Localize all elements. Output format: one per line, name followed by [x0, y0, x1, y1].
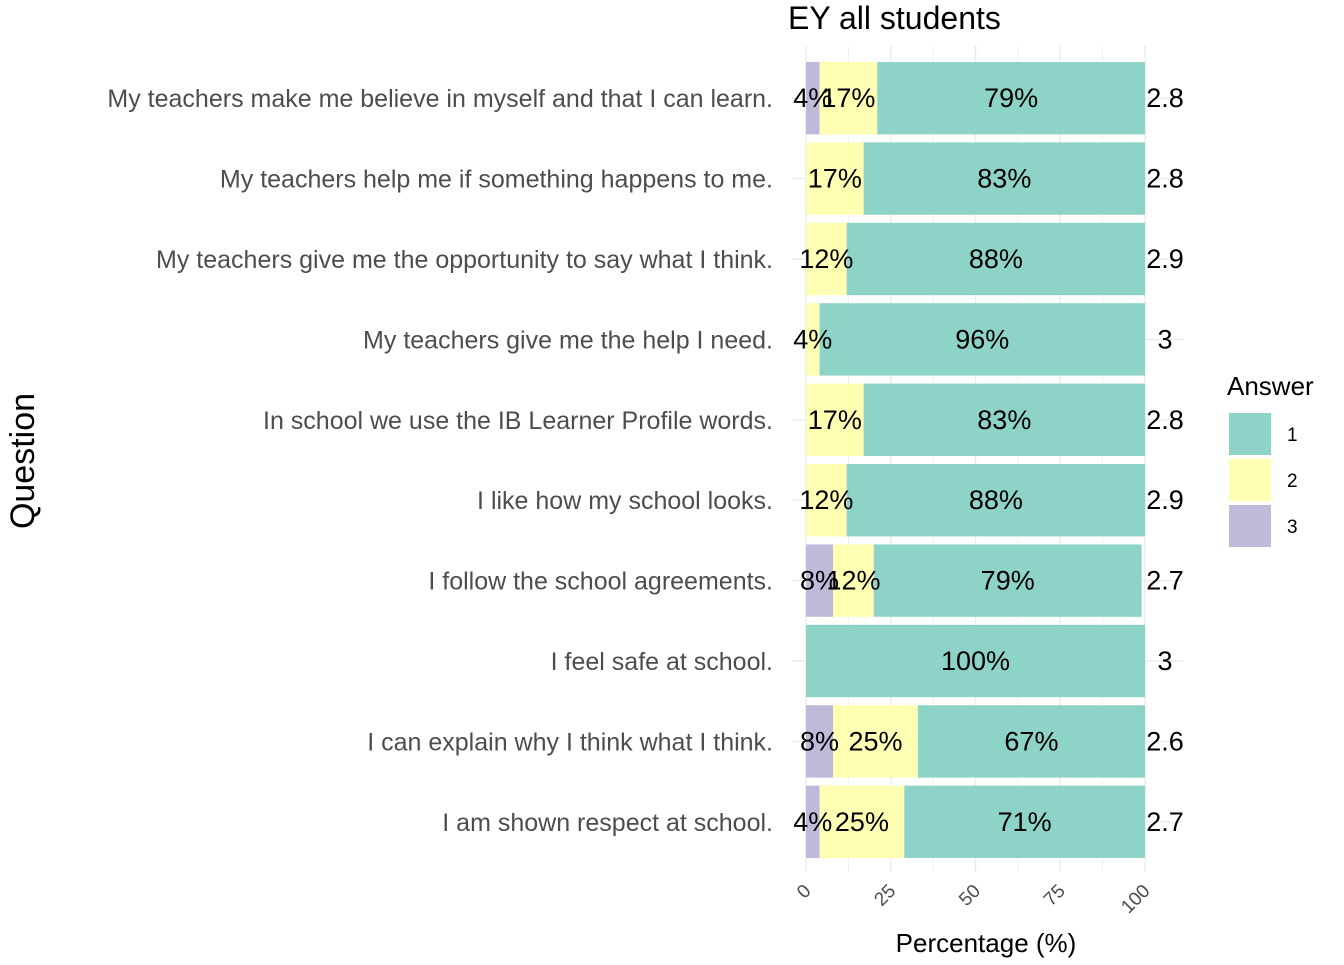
x-axis-title: Percentage (%) — [896, 928, 1077, 958]
legend-swatch-1 — [1229, 413, 1271, 455]
question-label-7: I follow the school agreements. — [428, 568, 773, 596]
bar-segment-answer-3 — [806, 62, 820, 135]
bar-segment-answer-2 — [833, 544, 874, 617]
bar-segment-answer-1 — [917, 705, 1145, 778]
legend: Answer 1 2 3 — [1227, 371, 1314, 547]
chart-title: EY all students — [788, 0, 1001, 36]
bar-segment-answer-2 — [806, 142, 864, 215]
segment-labels: 4%17% 79%17% 83%12% 88%4% 96%17% 83%12% 88%8%1… — [793, 83, 1058, 837]
legend-title: Answer — [1227, 371, 1314, 401]
legend-label-2: 2 — [1287, 471, 1298, 492]
question-label-3: My teachers give me the opportunity to s… — [156, 246, 773, 274]
mean-score-label: 2.7 — [1146, 807, 1184, 837]
segment-value-label: 67% — [1004, 726, 1058, 756]
segment-value-label: 4% — [793, 83, 832, 113]
mean-labels: 2.8 2.8 2.9 3 2.8 2.9 2.7 3 2.6 2.7 — [1146, 83, 1184, 837]
segment-value-label: 88% — [969, 485, 1023, 515]
bars — [806, 62, 1145, 858]
legend-swatch-2 — [1229, 459, 1271, 501]
bar-segment-answer-1 — [846, 464, 1145, 537]
bar-segment-answer-2 — [806, 464, 847, 537]
question-label-5: In school we use the IB Learner Profile … — [263, 407, 773, 435]
question-label-4: My teachers give me the help I need. — [363, 326, 773, 354]
segment-value-label: 83% — [977, 405, 1031, 435]
question-label-2: My teachers help me if something happens… — [220, 166, 773, 194]
legend-items: 1 2 3 — [1229, 413, 1298, 547]
bar-segment-answer-1 — [846, 222, 1145, 296]
mean-score-label: 2.9 — [1146, 485, 1184, 515]
category-labels: My teachers make me believe in myself an… — [107, 85, 773, 837]
legend-label-1: 1 — [1287, 425, 1298, 446]
question-label-1: My teachers make me believe in myself an… — [107, 85, 773, 113]
segment-value-label: 100% — [941, 646, 1010, 676]
x-tick-label: 100 — [1117, 881, 1154, 918]
segment-value-label: 17% — [808, 164, 862, 194]
x-tick-label: 25 — [870, 881, 900, 911]
bar-segment-answer-3 — [806, 705, 834, 778]
bar-segment-answer-2 — [833, 705, 918, 778]
bar-segment-answer-1 — [904, 785, 1145, 858]
bar-segment-answer-2 — [806, 222, 847, 296]
x-tick-label: 75 — [1040, 881, 1070, 911]
segment-value-label: 4% — [793, 807, 832, 837]
bar-segment-answer-1 — [873, 544, 1142, 617]
bar-segment-answer-2 — [819, 62, 878, 135]
segment-value-label: 96% — [955, 324, 1009, 354]
question-label-10: I am shown respect at school. — [442, 809, 773, 837]
segment-value-label: 71% — [998, 807, 1052, 837]
legend-label-3: 3 — [1287, 517, 1298, 538]
x-tick-label: 0 — [793, 881, 815, 903]
mean-score-label: 2.8 — [1146, 405, 1184, 435]
segment-value-label: 8% — [800, 726, 839, 756]
bar-segment-answer-2 — [819, 785, 905, 858]
segment-value-label: 83% — [977, 164, 1031, 194]
segment-value-label: 17% — [821, 83, 875, 113]
segment-value-label: 79% — [984, 83, 1038, 113]
question-label-9: I can explain why I think what I think. — [367, 728, 773, 756]
segment-value-label: 12% — [826, 566, 880, 596]
mean-score-label: 2.7 — [1146, 566, 1184, 596]
bar-segment-answer-1 — [863, 142, 1145, 215]
x-tick-label: 50 — [955, 881, 985, 911]
bar-segment-answer-2 — [806, 303, 820, 376]
segment-value-label: 12% — [799, 244, 853, 274]
segment-value-label: 17% — [808, 405, 862, 435]
segment-value-label: 25% — [848, 726, 902, 756]
mean-score-label: 3 — [1157, 646, 1172, 676]
bar-segment-answer-3 — [806, 544, 834, 617]
mean-score-label: 2.6 — [1146, 726, 1184, 756]
segment-value-label: 25% — [835, 807, 889, 837]
bar-segment-answer-3 — [806, 785, 820, 858]
mean-score-label: 2.8 — [1146, 83, 1184, 113]
segment-value-label: 8% — [800, 566, 839, 596]
mean-score-label: 2.8 — [1146, 164, 1184, 194]
legend-swatch-3 — [1229, 505, 1271, 547]
x-tick-labels: 0 25 50 75 100 — [793, 881, 1154, 918]
bar-segment-answer-1 — [863, 383, 1145, 456]
bar-segment-answer-1 — [877, 62, 1145, 135]
segment-value-label: 79% — [981, 566, 1035, 596]
question-label-8: I feel safe at school. — [551, 648, 773, 676]
y-axis-title: Question — [4, 393, 42, 529]
segment-value-label: 12% — [799, 485, 853, 515]
question-label-6: I like how my school looks. — [477, 487, 773, 515]
segment-value-label: 88% — [969, 244, 1023, 274]
bar-segment-answer-1 — [819, 303, 1145, 376]
bar-segment-answer-1 — [806, 624, 1145, 698]
bar-segment-answer-2 — [806, 383, 864, 456]
mean-score-label: 2.9 — [1146, 244, 1184, 274]
segment-value-label: 4% — [793, 324, 832, 354]
mean-score-label: 3 — [1157, 324, 1172, 354]
